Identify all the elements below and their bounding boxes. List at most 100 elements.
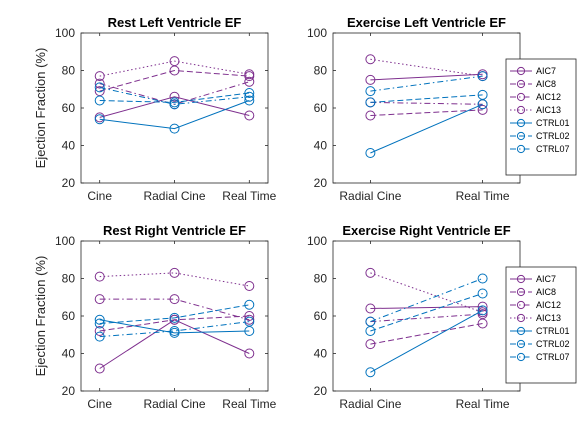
series-line-ctrl02 <box>370 94 483 103</box>
x-tick-label: Real Time <box>456 397 510 411</box>
data-point-ctrl01 <box>365 148 376 158</box>
legend: AIC7 AIC8 AIC12 AIC13 CTRL01 CTRL02 CTRL07 <box>505 58 577 176</box>
subplot-1: 20 40 60 80 100 Cine Radial Cine Real Time Rest … <box>33 15 277 203</box>
series-line-ctrl01 <box>370 309 483 373</box>
series-line-aic13 <box>99 60 250 77</box>
series-line-ctrl07 <box>99 321 250 338</box>
data-point-ctrl07 <box>169 326 180 336</box>
data-point-ctrl07 <box>94 331 105 342</box>
data-point-aic7 <box>244 110 255 121</box>
x-tick-label: Cine <box>87 189 112 203</box>
legend-swatch-marker <box>516 300 526 310</box>
data-point-ctrl02 <box>477 288 488 299</box>
data-point-ctrl02 <box>244 299 255 310</box>
series-line-aic8 <box>370 323 483 345</box>
x-tick-label: Radial Cine <box>143 189 205 203</box>
legend-swatch-marker <box>516 79 526 89</box>
data-point-ctrl01 <box>94 114 105 125</box>
data-point-aic8 <box>94 326 105 336</box>
data-point-aic8 <box>365 339 376 350</box>
y-tick-label: 100 <box>55 234 75 248</box>
data-point-aic7 <box>244 348 255 359</box>
data-point-ctrl01 <box>94 314 105 325</box>
y-tick-label: 20 <box>314 176 328 190</box>
series-line-aic7 <box>99 96 250 118</box>
x-tick-label: Radial Cine <box>143 397 205 411</box>
legend-entry-label: AIC8 <box>536 287 556 297</box>
data-point-aic13 <box>94 71 105 82</box>
legend-entry-label: CTRL02 <box>536 131 570 141</box>
series-line-aic7 <box>370 306 483 309</box>
data-point-aic13 <box>244 281 255 291</box>
data-point-ctrl02 <box>477 89 488 100</box>
y-tick-label: 60 <box>62 309 76 323</box>
legend-swatch-marker <box>516 326 526 336</box>
y-tick-label: 40 <box>62 347 76 361</box>
legend-swatch-marker <box>516 105 526 115</box>
legend-swatch-marker <box>516 339 526 349</box>
data-point-ctrl01 <box>169 123 180 134</box>
legend-entry-label: CTRL07 <box>536 352 570 362</box>
plot-area <box>80 240 269 392</box>
plot-area <box>332 32 521 184</box>
series-line-aic8 <box>99 315 250 332</box>
x-tick-label: Radial Cine <box>339 397 401 411</box>
y-tick-label: 40 <box>314 347 328 361</box>
legend-swatch-marker <box>516 92 526 102</box>
y-tick-label: 100 <box>307 26 327 40</box>
legend-entry-label: AIC12 <box>536 92 561 102</box>
legend: AIC7 AIC8 AIC12 AIC13 CTRL01 CTRL02 CTRL07 <box>505 266 577 384</box>
series-line-aic12 <box>370 313 483 323</box>
x-tick-label: Real Time <box>222 189 276 203</box>
y-tick-label: 60 <box>314 309 328 323</box>
data-point-ctrl01 <box>244 95 255 106</box>
y-tick-label: 20 <box>314 384 328 398</box>
series-line-ctrl07 <box>370 278 483 323</box>
legend-swatch-marker <box>516 287 526 297</box>
y-tick-label: 20 <box>62 384 76 398</box>
data-point-ctrl02 <box>94 95 105 106</box>
data-point-aic13 <box>94 271 105 282</box>
y-tick-label: 100 <box>55 26 75 40</box>
y-tick-label: 40 <box>314 139 328 153</box>
legend-swatch-marker <box>516 352 526 362</box>
legend-entry-label: AIC7 <box>536 66 556 76</box>
series-line-aic8 <box>99 69 250 92</box>
data-point-aic13 <box>365 267 376 278</box>
legend-swatch-marker <box>516 118 526 128</box>
y-tick-label: 60 <box>314 101 328 115</box>
y-tick-label: 40 <box>62 139 76 153</box>
legend-entry-label: CTRL01 <box>536 118 570 128</box>
x-tick-label: Radial Cine <box>339 189 401 203</box>
legend-entry-label: AIC13 <box>536 313 561 323</box>
subplot-title: Rest Right Ventricle EF <box>103 223 246 238</box>
series-line-ctrl02 <box>99 304 250 324</box>
plot-area <box>80 32 269 184</box>
data-point-ctrl07 <box>365 316 376 327</box>
legend-swatch-marker <box>516 131 526 141</box>
y-tick-label: 20 <box>62 176 76 190</box>
x-tick-label: Real Time <box>456 189 510 203</box>
data-point-aic7 <box>365 74 376 85</box>
legend-swatch-marker <box>516 313 526 323</box>
data-point-ctrl02 <box>169 312 180 323</box>
legend-entry-label: AIC7 <box>536 274 556 284</box>
legend-swatch-marker <box>516 66 526 76</box>
series-line-ctrl02 <box>99 92 250 103</box>
y-tick-label: 80 <box>314 272 328 286</box>
data-point-aic7 <box>169 91 180 102</box>
plot-area <box>332 240 521 392</box>
legend-entry-label: CTRL07 <box>536 144 570 154</box>
data-point-aic12 <box>94 294 105 305</box>
data-point-ctrl07 <box>244 316 255 327</box>
series-line-ctrl01 <box>99 319 250 334</box>
data-point-ctrl01 <box>365 367 376 378</box>
y-tick-label: 80 <box>62 64 76 78</box>
x-tick-label: Real Time <box>222 397 276 411</box>
data-point-ctrl02 <box>244 88 255 98</box>
data-point-ctrl07 <box>94 82 105 93</box>
legend-entry-label: AIC13 <box>536 105 561 115</box>
data-point-aic13 <box>169 56 180 67</box>
subplot-title: Exercise Right Ventricle EF <box>342 223 510 238</box>
